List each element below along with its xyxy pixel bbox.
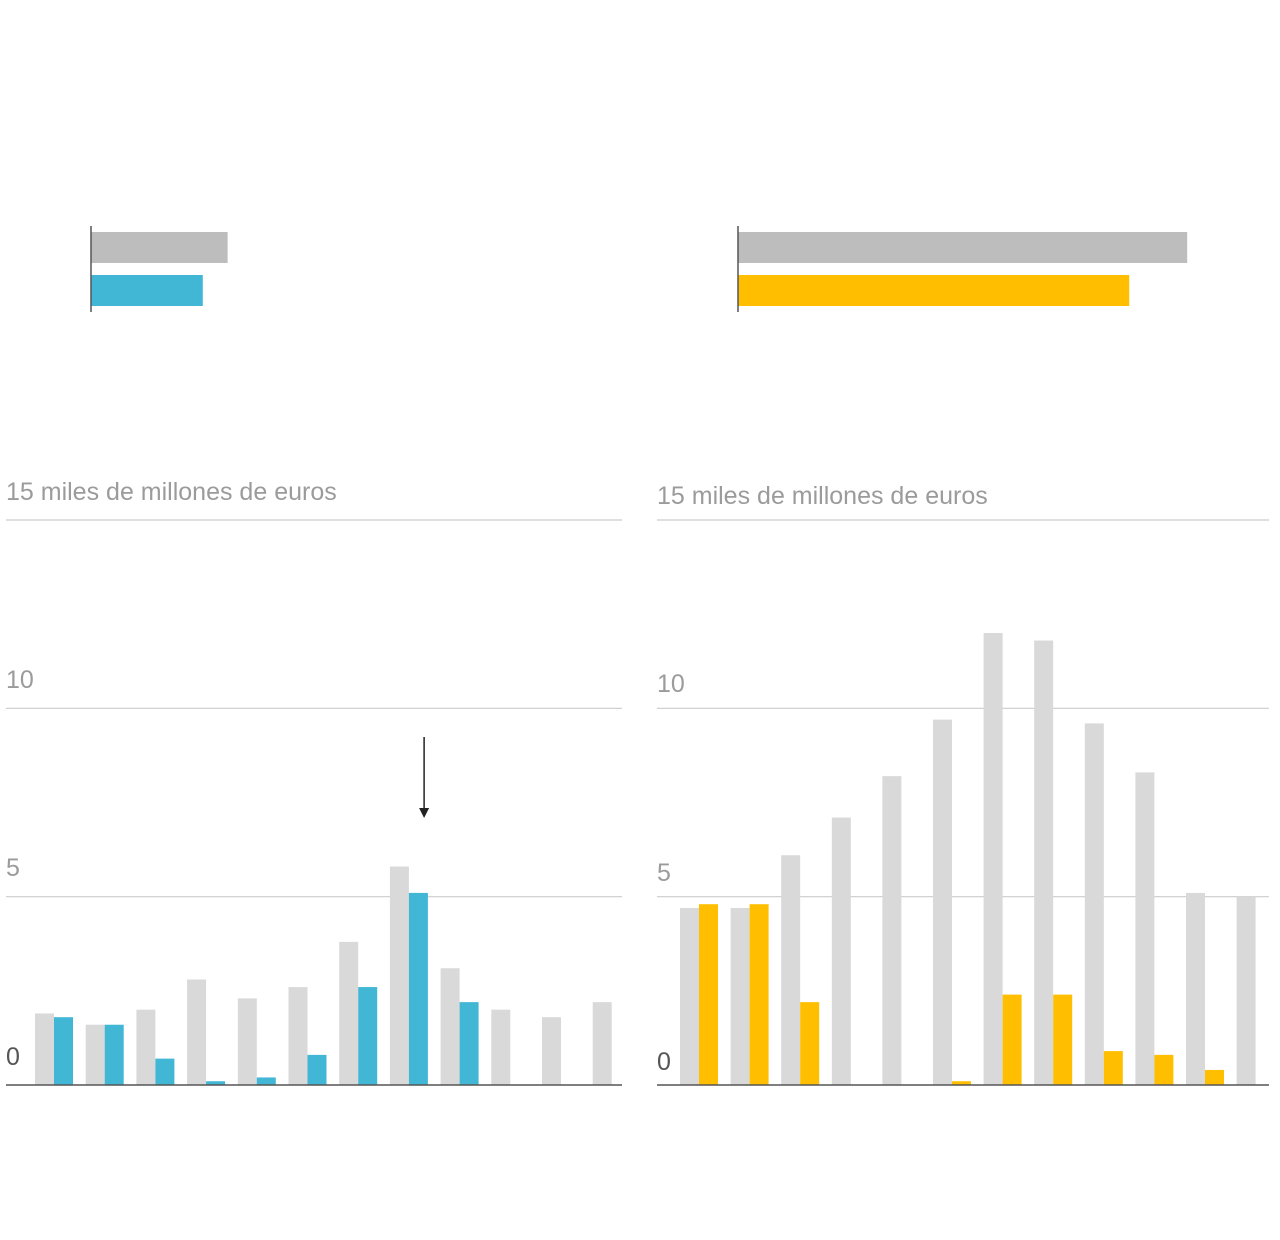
top-left-bar-1 bbox=[91, 275, 203, 306]
left-bar-s0-1 bbox=[85, 1024, 105, 1085]
right-y-tick-5: 5 bbox=[657, 859, 671, 887]
left-y-tick-10: 10 bbox=[6, 666, 34, 694]
right-bar-s1-10 bbox=[1205, 1069, 1224, 1085]
left-bar-s1-8 bbox=[459, 1002, 479, 1085]
right-bar-s1-6 bbox=[1002, 994, 1022, 1085]
right-y-tick-10: 10 bbox=[657, 670, 685, 698]
right-bar-s0-4 bbox=[882, 776, 902, 1085]
top-right-bar-1 bbox=[738, 275, 1130, 306]
right-bar-s0-11 bbox=[1236, 896, 1256, 1085]
left-bar-s0-2 bbox=[136, 1009, 156, 1085]
right-bar-s1-0 bbox=[699, 904, 718, 1085]
right-bar-s0-6 bbox=[983, 633, 1003, 1085]
right-bar-s0-1 bbox=[730, 907, 750, 1085]
left-bar-s0-7 bbox=[389, 866, 409, 1085]
right-y-tick-0: 0 bbox=[657, 1048, 671, 1076]
left-bar-s1-7 bbox=[408, 892, 428, 1085]
top-left-comparison-chart bbox=[90, 226, 228, 312]
left-bar-s0-0 bbox=[35, 1013, 54, 1085]
right-bar-s0-10 bbox=[1186, 892, 1205, 1085]
right-bar-s0-7 bbox=[1034, 640, 1054, 1085]
right-bar-s1-7 bbox=[1053, 994, 1073, 1085]
right-bar-s0-5 bbox=[933, 719, 952, 1085]
left-bar-s0-4 bbox=[237, 998, 257, 1085]
right-bar-s1-5 bbox=[952, 1081, 971, 1085]
left-bar-s0-11 bbox=[592, 1002, 612, 1085]
left-bar-s1-2 bbox=[155, 1058, 175, 1085]
right-y-axis-unit-label: 15 miles de millones de euros bbox=[657, 482, 988, 510]
top-right-comparison-chart bbox=[737, 226, 1188, 312]
top-right-bar-0 bbox=[738, 232, 1188, 263]
left-bar-s0-3 bbox=[187, 979, 207, 1085]
left-bar-s0-8 bbox=[440, 968, 460, 1085]
left-y-tick-5: 5 bbox=[6, 854, 20, 882]
left-bar-s1-0 bbox=[54, 1017, 73, 1085]
left-column-chart: 15 miles de millones de euros 10 5 0 bbox=[6, 478, 622, 1086]
left-bar-s0-10 bbox=[542, 1017, 561, 1085]
left-bar-s0-5 bbox=[288, 987, 308, 1085]
left-bar-s1-1 bbox=[104, 1024, 124, 1085]
right-bar-s1-9 bbox=[1154, 1054, 1174, 1085]
left-y-axis-unit-label: 15 miles de millones de euros bbox=[6, 478, 337, 506]
right-bar-s0-0 bbox=[680, 907, 699, 1085]
top-left-bar-0 bbox=[91, 232, 228, 263]
left-bar-s1-6 bbox=[358, 987, 378, 1085]
right-bar-s0-3 bbox=[831, 817, 851, 1085]
left-bar-s0-6 bbox=[339, 941, 359, 1085]
right-bar-s1-2 bbox=[800, 1002, 820, 1085]
left-annotation-arrowhead bbox=[419, 808, 430, 818]
right-column-chart: 15 miles de millones de euros 10 5 0 bbox=[657, 482, 1269, 1086]
left-y-tick-0: 0 bbox=[6, 1043, 20, 1071]
left-bar-s0-9 bbox=[491, 1009, 511, 1085]
right-bar-s1-1 bbox=[749, 904, 769, 1085]
left-bar-s1-4 bbox=[256, 1077, 276, 1085]
right-bar-s0-2 bbox=[781, 855, 801, 1085]
right-bar-s0-8 bbox=[1084, 723, 1104, 1085]
left-bar-s1-3 bbox=[206, 1081, 226, 1085]
left-bar-s1-5 bbox=[307, 1054, 327, 1085]
right-bar-s1-8 bbox=[1103, 1051, 1123, 1085]
right-bar-s0-9 bbox=[1135, 772, 1155, 1085]
